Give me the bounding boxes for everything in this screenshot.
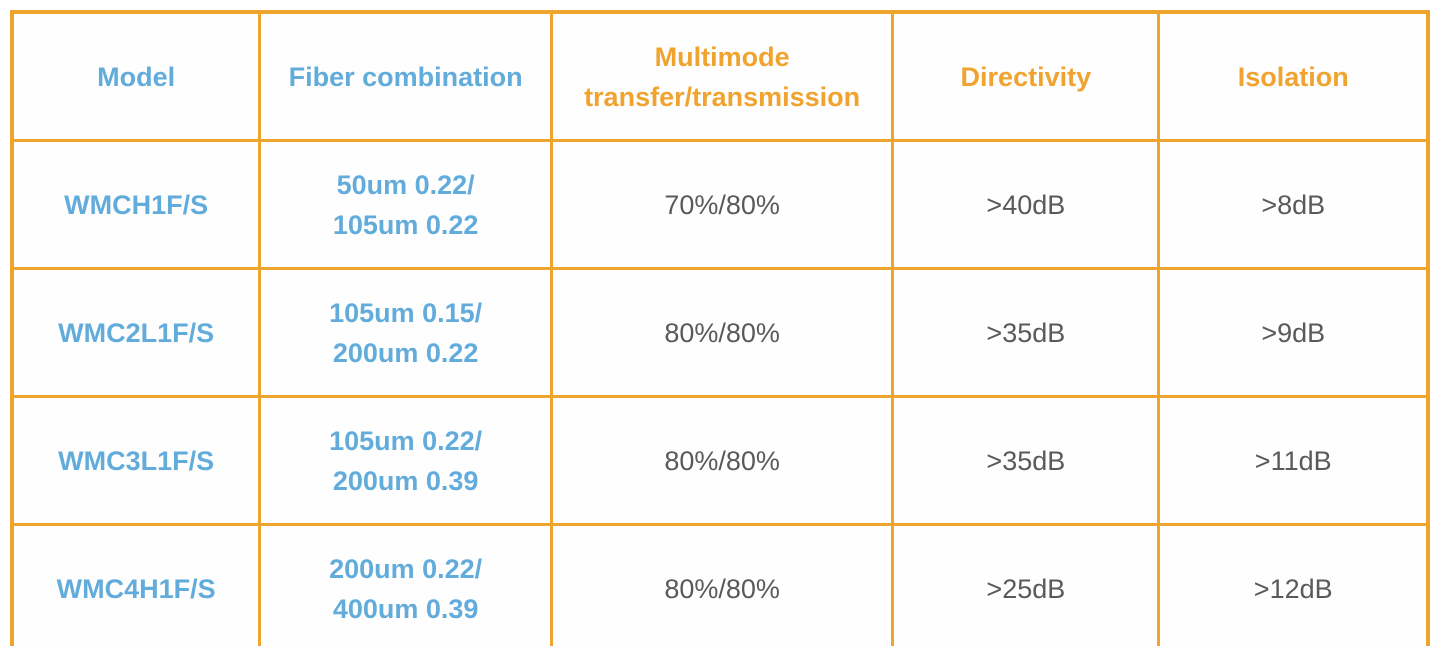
cell-model: WMC4H1F/S — [10, 523, 262, 646]
cell-fiber-combination: 200um 0.22/ 400um 0.39 — [258, 523, 553, 646]
cell-model: WMCH1F/S — [10, 139, 262, 270]
cell-multimode-transfer: 80%/80% — [549, 523, 895, 646]
header-cell-model: Model — [10, 10, 262, 142]
cell-directivity: >40dB — [891, 139, 1161, 270]
fiber-line1: 50um 0.22/ — [336, 169, 475, 200]
fiber-line1: 200um 0.22/ — [329, 553, 483, 584]
cell-isolation: >8dB — [1157, 139, 1430, 270]
cell-isolation: >11dB — [1157, 395, 1430, 526]
cell-fiber-combination: 105um 0.22/ 200um 0.39 — [258, 395, 553, 526]
cell-multimode-transfer: 80%/80% — [549, 267, 895, 398]
cell-model: WMC3L1F/S — [10, 395, 262, 526]
header-cell-multimode: Multimode transfer/transmission — [549, 10, 895, 142]
table-row: WMCH1F/S 50um 0.22/ 105um 0.22 70%/80% >… — [10, 139, 1430, 270]
table-row: WMC3L1F/S 105um 0.22/ 200um 0.39 80%/80%… — [10, 395, 1430, 526]
table-row: WMC4H1F/S 200um 0.22/ 400um 0.39 80%/80%… — [10, 523, 1430, 646]
cell-isolation: >12dB — [1157, 523, 1430, 646]
cell-fiber-combination: 50um 0.22/ 105um 0.22 — [258, 139, 553, 270]
header-cell-isolation: Isolation — [1157, 10, 1430, 142]
cell-directivity: >35dB — [891, 267, 1161, 398]
cell-directivity: >25dB — [891, 523, 1161, 646]
cell-directivity: >35dB — [891, 395, 1161, 526]
header-cell-fiber-combination: Fiber combination — [258, 10, 553, 142]
fiber-line1: 105um 0.15/ — [329, 297, 483, 328]
header-row: Model Fiber combination Multimode transf… — [10, 10, 1430, 142]
cell-fiber-combination: 105um 0.15/ 200um 0.22 — [258, 267, 553, 398]
cell-isolation: >9dB — [1157, 267, 1430, 398]
table-row: WMC2L1F/S 105um 0.15/ 200um 0.22 80%/80%… — [10, 267, 1430, 398]
fiber-line2: 105um 0.22 — [332, 209, 479, 240]
header-cell-directivity: Directivity — [891, 10, 1161, 142]
fiber-spec-table: Model Fiber combination Multimode transf… — [10, 10, 1430, 646]
cell-multimode-transfer: 70%/80% — [549, 139, 895, 270]
fiber-line2: 400um 0.39 — [332, 593, 479, 624]
cell-multimode-transfer: 80%/80% — [549, 395, 895, 526]
fiber-line1: 105um 0.22/ — [329, 425, 483, 456]
fiber-line2: 200um 0.22 — [332, 337, 479, 368]
header-multimode-line1: Multimode — [654, 41, 790, 72]
fiber-line2: 200um 0.39 — [332, 465, 479, 496]
header-multimode-line2: transfer/transmission — [584, 81, 861, 112]
cell-model: WMC2L1F/S — [10, 267, 262, 398]
